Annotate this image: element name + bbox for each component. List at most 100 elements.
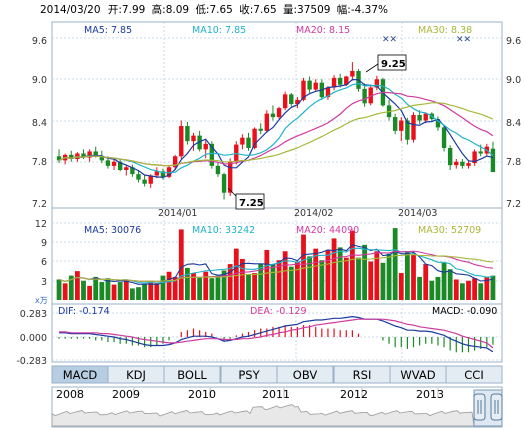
tab-background (276, 365, 334, 384)
volume-unit: x万 (35, 296, 48, 305)
volume-bar (129, 288, 135, 300)
tab-kdj[interactable]: KDJ (107, 365, 165, 384)
volume-legend-ma10: MA10: 33242 (192, 225, 255, 236)
volume-bar (123, 279, 129, 300)
volume-bar (197, 277, 203, 300)
candle-body (392, 117, 398, 131)
candle-body (252, 128, 257, 148)
volume-bar (294, 261, 300, 300)
candle-body (301, 80, 306, 100)
candle-body (423, 113, 428, 121)
candle-body (374, 79, 380, 88)
volume-bar (435, 276, 441, 300)
tab-psy[interactable]: PSY (220, 365, 278, 384)
header-high: 8.09 (166, 4, 189, 16)
tab-label: WVAD (400, 368, 435, 382)
candle-body (405, 120, 410, 140)
volume-ytick: 3 (41, 277, 47, 288)
tab-label: BOLL (177, 368, 207, 382)
ma10-line (58, 82, 494, 174)
event-marker-icon[interactable]: ✕✕ (382, 35, 397, 45)
timeline-handle-right[interactable] (490, 393, 503, 421)
tab-label: OBV (293, 368, 318, 382)
price-ytick-right: 9.0 (506, 75, 521, 86)
candle-body (454, 161, 459, 166)
tab-label: PSY (238, 368, 260, 382)
timeline-overview-line (51, 404, 475, 427)
indicator-tabs: MACD KDJ BOLL PSY OBV RSI WVAD CCI (51, 365, 503, 384)
tab-macd[interactable]: MACD (51, 365, 109, 384)
volume-legend-ma5: MA5: 30076 (84, 225, 141, 236)
dea-line (59, 318, 494, 349)
candle-body (441, 127, 447, 148)
candle-body (111, 161, 117, 166)
volume-bar (142, 283, 148, 300)
volume-bar (331, 238, 337, 300)
candle-body (124, 167, 129, 170)
volume-bar (356, 257, 361, 300)
macd-ytick: 0.000 (20, 333, 47, 344)
volume-ma-lines (58, 244, 494, 286)
candle-body (172, 156, 178, 168)
tab-cci[interactable]: CCI (445, 365, 503, 384)
candle-body (289, 94, 294, 104)
volume-bar (343, 257, 349, 300)
volume-bar (301, 234, 306, 300)
candle-body (264, 113, 270, 131)
tab-background (163, 365, 221, 384)
price-ytick-left: 7.8 (32, 157, 47, 168)
event-marker-icon[interactable]: ✕✕ (456, 35, 471, 45)
volume-bar (282, 251, 288, 300)
volume-bar (172, 276, 178, 300)
timeline-handle-left[interactable] (473, 393, 486, 421)
tab-rsi[interactable]: RSI (333, 365, 391, 384)
candle-body (75, 153, 80, 159)
header-low-label: 低: (195, 3, 209, 16)
tab-label: KDJ (126, 368, 146, 382)
timeline-years: 2008 2009 2010 2011 2012 2013 (56, 388, 444, 401)
volume-bar (215, 275, 221, 300)
ma30-line (58, 102, 494, 167)
volume-bar (392, 228, 398, 300)
volume-bar (307, 256, 313, 300)
price-ma-lines (58, 78, 494, 179)
price-ytick-right: 8.4 (506, 118, 521, 129)
volume-bar (81, 280, 86, 300)
volume-bar (184, 267, 190, 300)
tab-obv[interactable]: OBV (276, 365, 334, 384)
candle-body (399, 120, 404, 131)
candle-body (460, 161, 465, 166)
header-chg-label: 幅: (337, 3, 351, 16)
candle-body (295, 99, 300, 104)
dif-line (59, 315, 494, 353)
volume-bar (368, 261, 374, 300)
volume-bar (411, 255, 416, 300)
volume-bar (191, 273, 196, 300)
volume-bar (459, 283, 465, 300)
header-low: 7.65 (209, 4, 232, 16)
volume-bar (478, 283, 484, 300)
tab-wvad[interactable]: WVAD (389, 365, 447, 384)
timeline-year-label: 2009 (112, 388, 140, 401)
tab-boll[interactable]: BOLL (163, 365, 221, 384)
candle-body (166, 167, 172, 177)
volume-bar (160, 275, 166, 300)
candle-body (105, 160, 111, 166)
volume-bar (111, 284, 117, 300)
candle-body (240, 137, 245, 145)
candle-body (478, 151, 483, 154)
price-grid (52, 22, 502, 208)
candle-body (142, 179, 147, 184)
candle-body (185, 126, 190, 142)
volume-bar (221, 270, 227, 300)
volume-bar (398, 273, 404, 300)
candle-body (179, 126, 184, 157)
header-vol: 37509 (297, 4, 330, 16)
volume-bar (105, 278, 111, 300)
volume-legend-ma30: MA30: 52709 (418, 225, 481, 236)
candle-body (337, 77, 343, 85)
header-chg: -4.37% (351, 4, 388, 16)
candle-body (350, 71, 355, 77)
volume-bar (276, 260, 282, 300)
volume-bar (178, 229, 184, 300)
